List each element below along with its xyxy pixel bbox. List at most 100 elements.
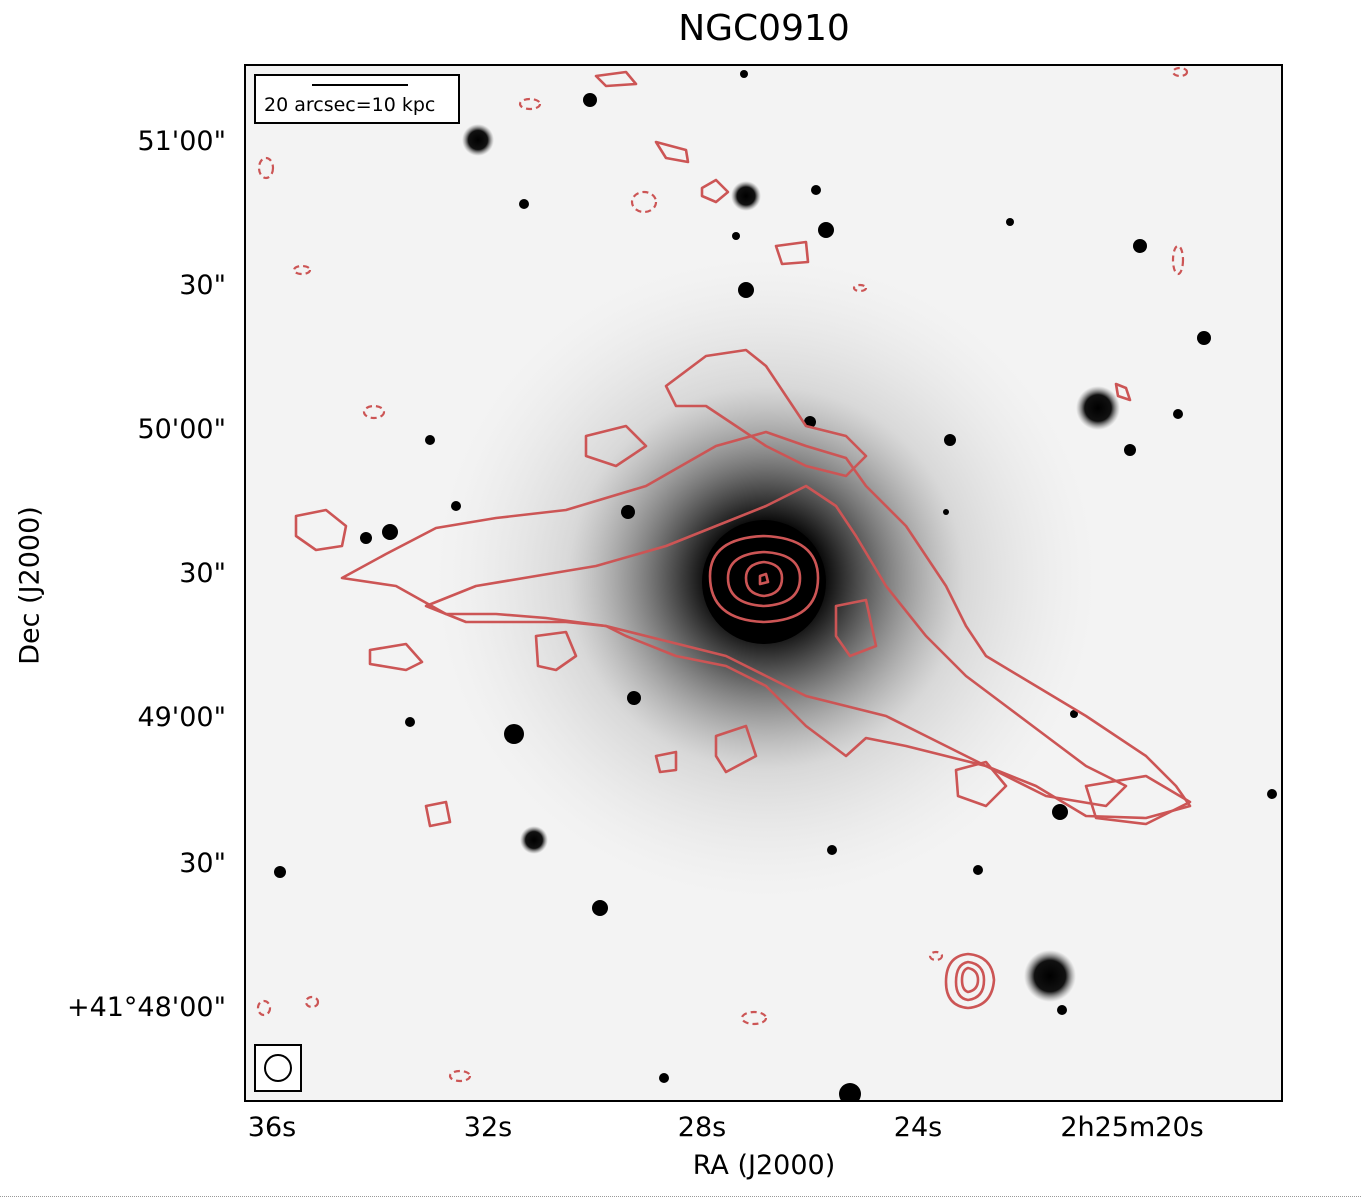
star	[827, 845, 837, 855]
negative-contour	[1171, 66, 1189, 78]
xtick-label: 32s	[463, 1112, 513, 1143]
image-panel: 20 arcsec=10 kpc	[244, 64, 1283, 1102]
negative-contour	[518, 97, 542, 111]
negative-contour	[928, 950, 944, 962]
xtick-label: 24s	[893, 1112, 943, 1143]
negative-contour	[362, 404, 386, 420]
contour-top-small	[584, 424, 648, 468]
star	[732, 232, 740, 240]
contour-side-blob	[834, 598, 878, 658]
star	[1057, 1005, 1067, 1015]
contour-ring-1	[708, 534, 820, 624]
beam-box	[254, 1044, 302, 1092]
ytick-label: 51'00"	[137, 126, 226, 157]
star	[621, 505, 635, 519]
xtick-label: 28s	[677, 1112, 727, 1143]
star	[1006, 218, 1014, 226]
negative-contour-group	[256, 66, 1189, 1083]
star	[1267, 789, 1277, 799]
star	[1076, 386, 1120, 430]
contour-right-blob	[954, 760, 1008, 808]
ytick-label: 49'00"	[137, 702, 226, 733]
star	[462, 124, 494, 156]
contour-right-tail	[1084, 774, 1192, 826]
negative-contour	[448, 1069, 472, 1083]
contour-outer-2	[424, 484, 1128, 808]
ytick-label: 30"	[179, 270, 226, 301]
star	[1173, 409, 1183, 419]
star	[818, 222, 834, 238]
bottom-divider	[0, 1196, 1361, 1197]
contour-small-4	[594, 70, 638, 88]
xtick-label: 36s	[247, 1112, 297, 1143]
contour-left-blob	[294, 508, 348, 552]
contour-small-3	[654, 140, 690, 164]
contour-source-core	[960, 966, 980, 994]
star	[1070, 710, 1078, 718]
star	[274, 866, 286, 878]
contour-small-7	[1114, 382, 1132, 402]
ytick-label: 50'00"	[137, 414, 226, 445]
star	[520, 826, 548, 854]
scale-bar-label: 20 arcsec=10 kpc	[264, 94, 436, 116]
contour-low-blob	[714, 724, 758, 774]
xtick-label: 2h25m20s	[1060, 1112, 1204, 1143]
scale-bar-box: 20 arcsec=10 kpc	[254, 74, 460, 124]
contour-top-loop	[664, 348, 868, 478]
star	[659, 1073, 669, 1083]
contour-outer	[340, 430, 1192, 820]
star	[382, 524, 398, 540]
sky-image	[256, 66, 1277, 1100]
star	[583, 93, 597, 107]
contour-small-6	[654, 750, 678, 774]
contour-source-inner	[954, 960, 986, 1002]
scale-bar-line	[312, 84, 408, 86]
contour-mid-blob	[534, 630, 578, 672]
contour-ring-2	[726, 550, 802, 608]
negative-contour	[257, 156, 275, 180]
ytick-label: 30"	[179, 558, 226, 589]
contour-small-2	[774, 240, 810, 266]
star	[944, 434, 956, 446]
star	[504, 724, 524, 744]
star	[405, 717, 415, 727]
contour-core	[758, 572, 770, 586]
circle-beam-icon	[264, 1054, 292, 1082]
star	[1024, 950, 1076, 1002]
star	[740, 70, 748, 78]
star	[1197, 331, 1211, 345]
star	[627, 691, 641, 705]
star	[738, 282, 754, 298]
contour-small-1	[700, 178, 730, 204]
star	[943, 509, 949, 515]
star	[731, 181, 761, 211]
negative-contour	[304, 995, 320, 1009]
figure-title: NGC0910	[678, 8, 850, 49]
negative-contour	[740, 1010, 768, 1026]
star	[592, 900, 608, 916]
star	[973, 865, 983, 875]
ytick-label: +41°48'00"	[66, 992, 226, 1023]
contour-ring-3	[744, 560, 784, 598]
star	[451, 501, 461, 511]
star	[1052, 804, 1068, 820]
contour-source-outer	[944, 952, 996, 1010]
star	[839, 1083, 861, 1100]
ytick-label: 30"	[179, 848, 226, 879]
contour-left-blob-2	[368, 642, 424, 672]
x-axis-label: RA (J2000)	[692, 1150, 836, 1181]
star	[811, 185, 821, 195]
star	[519, 199, 529, 209]
star	[360, 532, 372, 544]
negative-contour	[292, 264, 312, 276]
contour-group	[294, 70, 1192, 1010]
negative-contour	[630, 190, 658, 214]
contour-small-5	[424, 800, 452, 828]
negative-contour	[256, 999, 272, 1017]
negative-contour	[852, 283, 868, 293]
y-axis-label: Dec (J2000)	[14, 506, 46, 665]
star	[425, 435, 435, 445]
star	[1133, 239, 1147, 253]
star	[1124, 444, 1136, 456]
negative-contour	[1171, 244, 1185, 276]
